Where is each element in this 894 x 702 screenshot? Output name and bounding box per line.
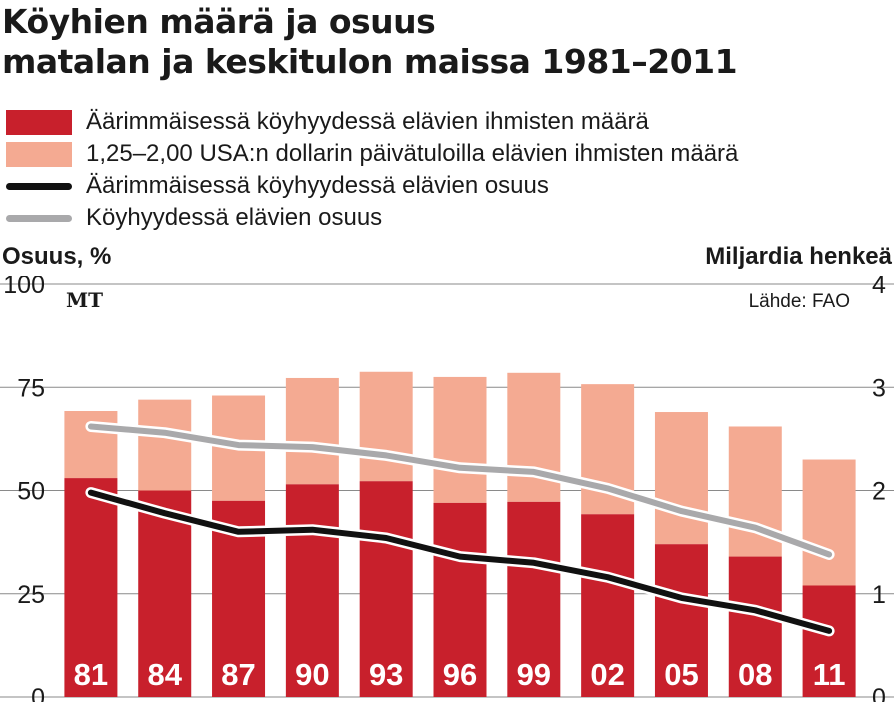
legend-swatch-moderate-count (6, 142, 72, 167)
right-tick-label: 1 (872, 581, 886, 609)
bar-moderate (138, 399, 192, 491)
legend-item-moderate-count: 1,25–2,00 USA:n dollarin päivätuloilla e… (0, 138, 880, 170)
axis-ticks: 0 0 25 1 50 2 75 3 100 4 (3, 276, 886, 702)
chart-plot: 0 0 25 1 50 2 75 3 100 4 81 84 87 90 93 96 99 02 05 08 11 (0, 276, 894, 702)
legend: Äärimmäisessä köyhyydessä elävien ihmist… (0, 106, 880, 234)
legend-line-extreme-share (6, 183, 72, 190)
right-tick-label: 4 (872, 276, 886, 299)
category-label: 08 (738, 657, 772, 692)
bar-moderate (507, 372, 561, 502)
line-extreme-share (87, 489, 833, 634)
line-poverty-share (87, 423, 833, 558)
chart-title: Köyhien määrä ja osuus matalan ja keskit… (2, 2, 882, 82)
legend-label-extreme-share: Äärimmäisessä köyhyydessä elävien osuus (86, 172, 549, 199)
bar-moderate (802, 459, 856, 586)
bar-extreme (507, 501, 561, 697)
category-label: 05 (664, 657, 698, 692)
bar-extreme (802, 585, 856, 697)
category-label: 93 (369, 657, 403, 692)
category-label: 02 (590, 657, 624, 692)
category-label: 81 (74, 657, 108, 692)
category-label: 11 (813, 657, 846, 692)
chart-title-line-2: matalan ja keskitulon maissa 1981–2011 (2, 42, 738, 81)
bar-extreme (728, 556, 782, 697)
category-label: 84 (147, 657, 182, 692)
mt-logo: MT (66, 288, 104, 312)
left-tick-label: 75 (17, 374, 45, 402)
left-tick-label: 0 (31, 684, 45, 702)
left-tick-label: 25 (17, 581, 45, 609)
category-label: 96 (443, 657, 477, 692)
bar-extreme (581, 514, 635, 697)
right-tick-label: 2 (872, 478, 886, 506)
bars (64, 371, 856, 697)
lines (85, 421, 835, 637)
legend-label-poverty-share: Köyhyydessä elävien osuus (86, 204, 383, 231)
category-labels: 81 84 87 90 93 96 99 02 05 08 11 (74, 657, 846, 692)
right-tick-label: 3 (872, 374, 886, 402)
bar-extreme (285, 484, 339, 697)
bar-extreme (433, 502, 487, 697)
legend-label-moderate-count: 1,25–2,00 USA:n dollarin päivätuloilla e… (86, 140, 739, 167)
legend-item-poverty-share: Köyhyydessä elävien osuus (0, 202, 880, 234)
category-label: 99 (517, 657, 551, 692)
source-note: Lähde: FAO (748, 291, 850, 312)
bar-extreme (64, 478, 118, 697)
bar-moderate (359, 371, 413, 482)
left-tick-label: 100 (3, 276, 45, 299)
right-axis-title: Miljardia henkeä (705, 243, 892, 270)
legend-item-extreme-share: Äärimmäisessä köyhyydessä elävien osuus (0, 170, 880, 202)
bar-extreme (654, 544, 708, 697)
category-label: 87 (221, 657, 255, 692)
legend-swatch-extreme-count (6, 110, 72, 135)
category-label: 90 (295, 657, 329, 692)
bar-moderate (285, 377, 339, 485)
chart-title-line-1: Köyhien määrä ja osuus (2, 2, 436, 41)
legend-label-extreme-count: Äärimmäisessä köyhyydessä elävien ihmist… (86, 108, 649, 135)
bar-moderate (433, 376, 487, 503)
bar-extreme (359, 481, 413, 697)
bar-moderate (654, 412, 708, 545)
bar-extreme (138, 490, 192, 697)
left-tick-label: 50 (17, 478, 45, 506)
legend-line-poverty-share (6, 215, 72, 222)
right-tick-label: 0 (872, 684, 886, 702)
legend-item-extreme-count: Äärimmäisessä köyhyydessä elävien ihmist… (0, 106, 880, 138)
left-axis-title: Osuus, % (2, 243, 112, 270)
